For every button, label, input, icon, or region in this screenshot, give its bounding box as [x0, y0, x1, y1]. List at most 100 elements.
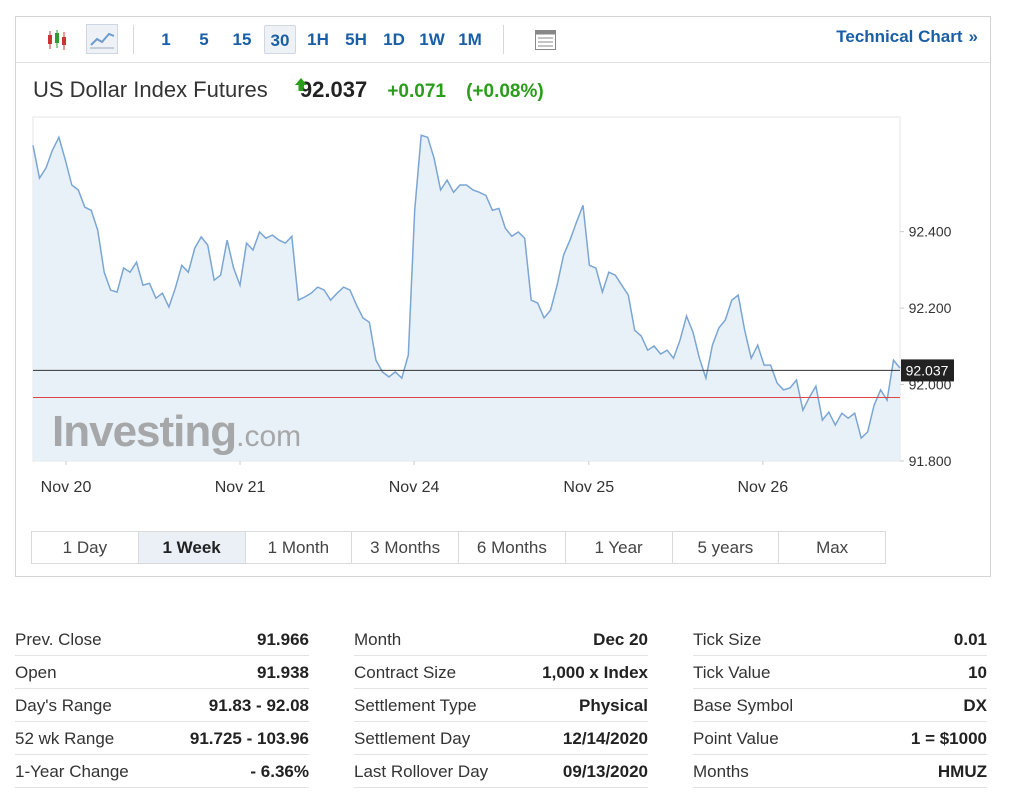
interval-button[interactable]: 5: [199, 30, 209, 49]
stat-value: - 6.36%: [250, 761, 309, 781]
range-tab[interactable]: 1 Week: [138, 532, 246, 563]
range-tab[interactable]: 3 Months: [352, 532, 459, 563]
stat-label: Months: [693, 761, 749, 781]
stat-value: 91.725 - 103.96: [189, 728, 309, 748]
stat-label: Contract Size: [354, 662, 457, 682]
link-text: Technical Chart: [836, 27, 963, 46]
interval-button[interactable]: 30: [264, 25, 296, 54]
line-icon: [90, 32, 115, 49]
y-tick-label: 91.800: [909, 453, 952, 469]
stats-row: Last Rollover Day 09/13/2020: [354, 756, 648, 788]
stat-value: Physical: [579, 695, 648, 715]
interval-button[interactable]: 1M: [458, 30, 482, 49]
stats-column: Prev. Close 91.966 Open 91.938 Day's Range 91…: [15, 624, 309, 789]
price-change: +0.071: [387, 81, 446, 102]
up-arrow: [295, 78, 307, 91]
stat-value: 09/13/2020: [562, 761, 648, 781]
interval-button[interactable]: 1H: [307, 30, 329, 49]
stat-value: 91.966: [257, 629, 309, 649]
interval-button[interactable]: 15: [232, 30, 252, 49]
stats-row: Month Dec 20: [354, 624, 648, 656]
stats-row: Tick Value 10: [693, 657, 987, 689]
stat-label: 52 wk Range: [15, 728, 115, 748]
stat-value: 1 = $1000: [910, 728, 987, 748]
stat-value: 1,000 x Index: [542, 662, 648, 682]
divider: [133, 25, 134, 54]
range-tabs: 1 Day 1 Week 1 Month 3 Months 6 Months 1 Year…: [31, 531, 886, 564]
stats-row: Open 91.938: [15, 657, 309, 689]
line-chart-button[interactable]: [86, 24, 118, 54]
stat-label: Base Symbol: [693, 695, 794, 715]
stats-row: Settlement Day 12/14/2020: [354, 723, 648, 755]
y-tick-label: 92.200: [909, 300, 952, 316]
stats-row: Prev. Close 91.966: [15, 624, 309, 656]
stat-value: 0.01: [953, 629, 987, 649]
x-tick-label: Nov 20: [41, 479, 92, 496]
link-arrow: »: [968, 27, 978, 46]
x-tick-label: Nov 24: [389, 479, 440, 496]
table-icon[interactable]: [534, 29, 558, 51]
stat-label: 1-Year Change: [15, 761, 129, 781]
stat-label: Open: [15, 662, 57, 682]
interval-button[interactable]: 1W: [419, 30, 445, 49]
stat-value: 91.83 - 92.08: [208, 695, 309, 715]
toolbar: 1 5 15 30 1H 5H 1D 1W 1M Technical Chart»: [16, 17, 990, 63]
stat-value: 91.938: [257, 662, 309, 682]
stat-value: HMUZ: [937, 761, 987, 781]
y-tick-label: 92.400: [909, 224, 952, 240]
instrument-title: US Dollar Index Futures: [33, 77, 268, 102]
stat-label: Settlement Type: [354, 695, 477, 715]
price-change-percent: (+0.08%): [466, 81, 544, 102]
range-tab[interactable]: 1 Month: [246, 532, 353, 563]
stats-row: Tick Size 0.01: [693, 624, 987, 656]
price: 92.037: [299, 77, 368, 102]
price-tag-label: 92.037: [906, 362, 949, 378]
range-tab[interactable]: 5 years: [673, 532, 780, 563]
range-tab[interactable]: Max: [816, 538, 849, 557]
area: [33, 135, 900, 462]
instrument-header: US Dollar Index Futures 92.037 +0.071 (+…: [33, 77, 544, 103]
stat-value: 10: [968, 662, 987, 682]
x-tick-label: Nov 26: [737, 479, 788, 496]
interval-button[interactable]: 1: [161, 30, 171, 49]
range-tab[interactable]: 1 Day: [32, 532, 139, 563]
stats-row: Months HMUZ: [693, 756, 987, 788]
interval-button[interactable]: 1D: [383, 30, 405, 49]
price-tag: [901, 359, 954, 382]
divider: [503, 25, 504, 54]
stat-label: Point Value: [693, 728, 779, 748]
price-line: [32, 134, 901, 440]
stat-label: Settlement Day: [354, 728, 471, 748]
stat-label: Day's Range: [15, 695, 112, 715]
price-chart: Investing.com91.80092.00092.20092.400Nov…: [32, 116, 954, 496]
stats-row: Contract Size 1,000 x Index: [354, 657, 648, 689]
interval-button[interactable]: 5H: [345, 30, 367, 49]
candlestick-icon[interactable]: [46, 29, 70, 51]
stat-label: Last Rollover Day: [354, 761, 489, 781]
x-tick-label: Nov 25: [563, 479, 614, 496]
stat-value: Dec 20: [593, 629, 648, 649]
stats-row: Base Symbol DX: [693, 690, 987, 722]
stats-row: 1-Year Change - 6.36%: [15, 756, 309, 788]
stat-label: Prev. Close: [15, 629, 102, 649]
stats-row: Day's Range 91.83 - 92.08: [15, 690, 309, 722]
x-tick-label: Nov 21: [215, 479, 266, 496]
stat-label: Tick Size: [693, 629, 762, 649]
stats-row: 52 wk Range 91.725 - 103.96: [15, 723, 309, 755]
watermark: Investing.com: [52, 407, 301, 456]
stat-value: 12/14/2020: [562, 728, 648, 748]
range-tab[interactable]: 6 Months: [459, 532, 566, 563]
stats-column: Month Dec 20 Contract Size 1,000 x Index Set…: [354, 624, 648, 789]
watermark-brand: Investing: [52, 407, 236, 456]
technical-chart-link[interactable]: Technical Chart »: [836, 27, 978, 47]
stat-value: DX: [963, 695, 987, 715]
stats-column: Tick Size 0.01 Tick Value 10 Base Symbol DX Po…: [693, 624, 987, 789]
stat-label: Tick Value: [693, 662, 771, 682]
stats-row: Settlement Type Physical: [354, 690, 648, 722]
stats-row: Point Value 1 = $1000: [693, 723, 987, 755]
chart-panel: [15, 16, 991, 577]
stat-label: Month: [354, 629, 402, 649]
watermark-suffix: .com: [236, 420, 301, 453]
range-tab[interactable]: 1 Year: [566, 532, 673, 563]
